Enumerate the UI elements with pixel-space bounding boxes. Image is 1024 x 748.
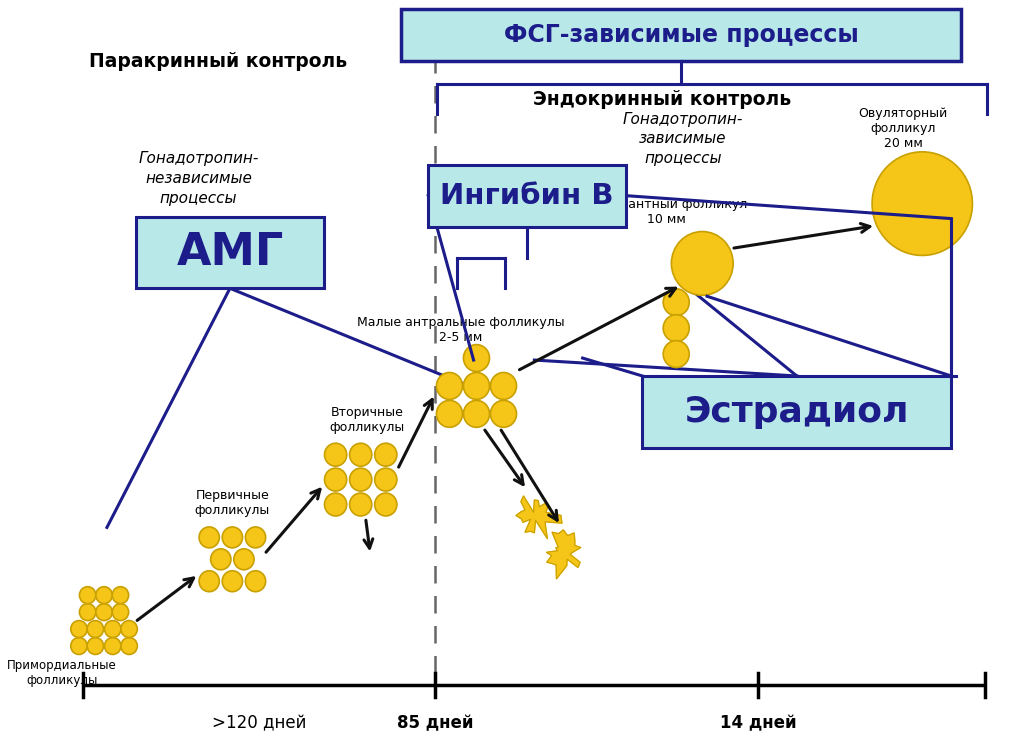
Circle shape	[222, 571, 243, 592]
Circle shape	[464, 400, 489, 427]
Circle shape	[96, 604, 113, 621]
Circle shape	[325, 468, 347, 491]
Polygon shape	[547, 530, 581, 579]
Circle shape	[349, 444, 372, 466]
Polygon shape	[516, 496, 562, 539]
Circle shape	[664, 289, 689, 316]
Text: Первичные
фолликулы: Первичные фолликулы	[195, 488, 270, 517]
Circle shape	[375, 444, 397, 466]
FancyBboxPatch shape	[642, 376, 951, 448]
Circle shape	[436, 400, 463, 427]
Circle shape	[349, 493, 372, 516]
Circle shape	[104, 621, 121, 637]
Circle shape	[246, 571, 265, 592]
Circle shape	[375, 493, 397, 516]
Circle shape	[121, 621, 137, 637]
Text: Доминантный фолликул
10 мм: Доминантный фолликул 10 мм	[586, 197, 748, 226]
Circle shape	[490, 373, 516, 399]
FancyBboxPatch shape	[428, 165, 626, 227]
Text: Гонадотропин-
независимые
процессы: Гонадотропин- независимые процессы	[138, 151, 259, 206]
Circle shape	[71, 637, 87, 654]
Circle shape	[325, 493, 347, 516]
Circle shape	[233, 549, 254, 570]
Circle shape	[80, 586, 96, 604]
Circle shape	[113, 586, 129, 604]
Circle shape	[664, 315, 689, 342]
Text: ФСГ-зависимые процессы: ФСГ-зависимые процессы	[504, 23, 858, 47]
Circle shape	[87, 637, 103, 654]
Circle shape	[199, 571, 219, 592]
Circle shape	[349, 468, 372, 491]
Circle shape	[246, 527, 265, 548]
Text: Эндокринный контроль: Эндокринный контроль	[532, 90, 791, 108]
Circle shape	[872, 152, 973, 255]
Circle shape	[490, 400, 516, 427]
Circle shape	[87, 621, 103, 637]
Text: Примордиальные
фолликулы: Примордиальные фолликулы	[7, 659, 117, 687]
Text: Овуляторный
фолликул
20 мм: Овуляторный фолликул 20 мм	[858, 108, 947, 150]
Text: Малые антральные фолликулы
2-5 мм: Малые антральные фолликулы 2-5 мм	[357, 316, 565, 344]
Text: Гонадотропин-
зависимые
процессы: Гонадотропин- зависимые процессы	[623, 111, 743, 166]
Text: Ингибин В: Ингибин В	[440, 182, 614, 209]
Circle shape	[96, 586, 113, 604]
Circle shape	[211, 549, 231, 570]
Circle shape	[464, 345, 489, 372]
Text: >120 дней: >120 дней	[212, 715, 306, 733]
Circle shape	[121, 637, 137, 654]
Circle shape	[672, 232, 733, 295]
Circle shape	[80, 604, 96, 621]
Circle shape	[325, 444, 347, 466]
Circle shape	[113, 604, 129, 621]
FancyBboxPatch shape	[401, 10, 961, 61]
Circle shape	[199, 527, 219, 548]
Circle shape	[464, 373, 489, 399]
Text: Эстрадиол: Эстрадиол	[685, 395, 909, 429]
Text: 14 дней: 14 дней	[720, 715, 797, 733]
FancyBboxPatch shape	[136, 217, 324, 288]
Circle shape	[222, 527, 243, 548]
Text: Вторичные
фолликулы: Вторичные фолликулы	[330, 406, 406, 434]
Text: Паракринный контроль: Паракринный контроль	[89, 52, 347, 70]
Text: 85 дней: 85 дней	[396, 715, 473, 733]
Circle shape	[664, 340, 689, 367]
Circle shape	[71, 621, 87, 637]
Circle shape	[104, 637, 121, 654]
Text: АМГ: АМГ	[176, 231, 284, 274]
Circle shape	[375, 468, 397, 491]
Circle shape	[436, 373, 463, 399]
